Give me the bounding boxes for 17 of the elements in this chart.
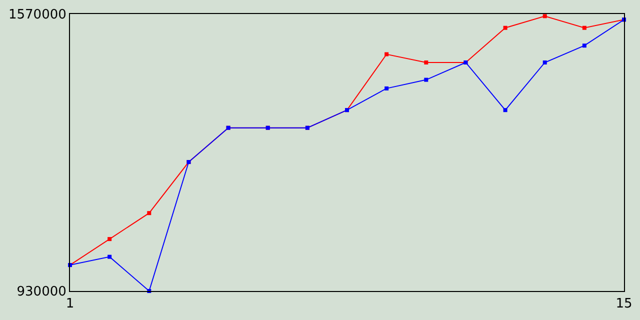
point xyxy=(108,254,112,259)
point xyxy=(582,26,586,30)
point xyxy=(503,108,508,112)
y-tick-label: 930000 xyxy=(16,284,66,300)
point xyxy=(147,211,152,216)
point xyxy=(384,86,389,90)
point xyxy=(424,60,428,64)
point xyxy=(424,78,428,82)
point xyxy=(503,26,508,30)
x-tick-label: 15 xyxy=(616,296,632,312)
x-tick-label: 1 xyxy=(66,296,74,312)
y-tick-label: 1570000 xyxy=(8,8,66,23)
point xyxy=(542,60,547,64)
point xyxy=(542,14,547,18)
point xyxy=(582,44,586,48)
point xyxy=(108,237,112,242)
point xyxy=(384,52,389,56)
